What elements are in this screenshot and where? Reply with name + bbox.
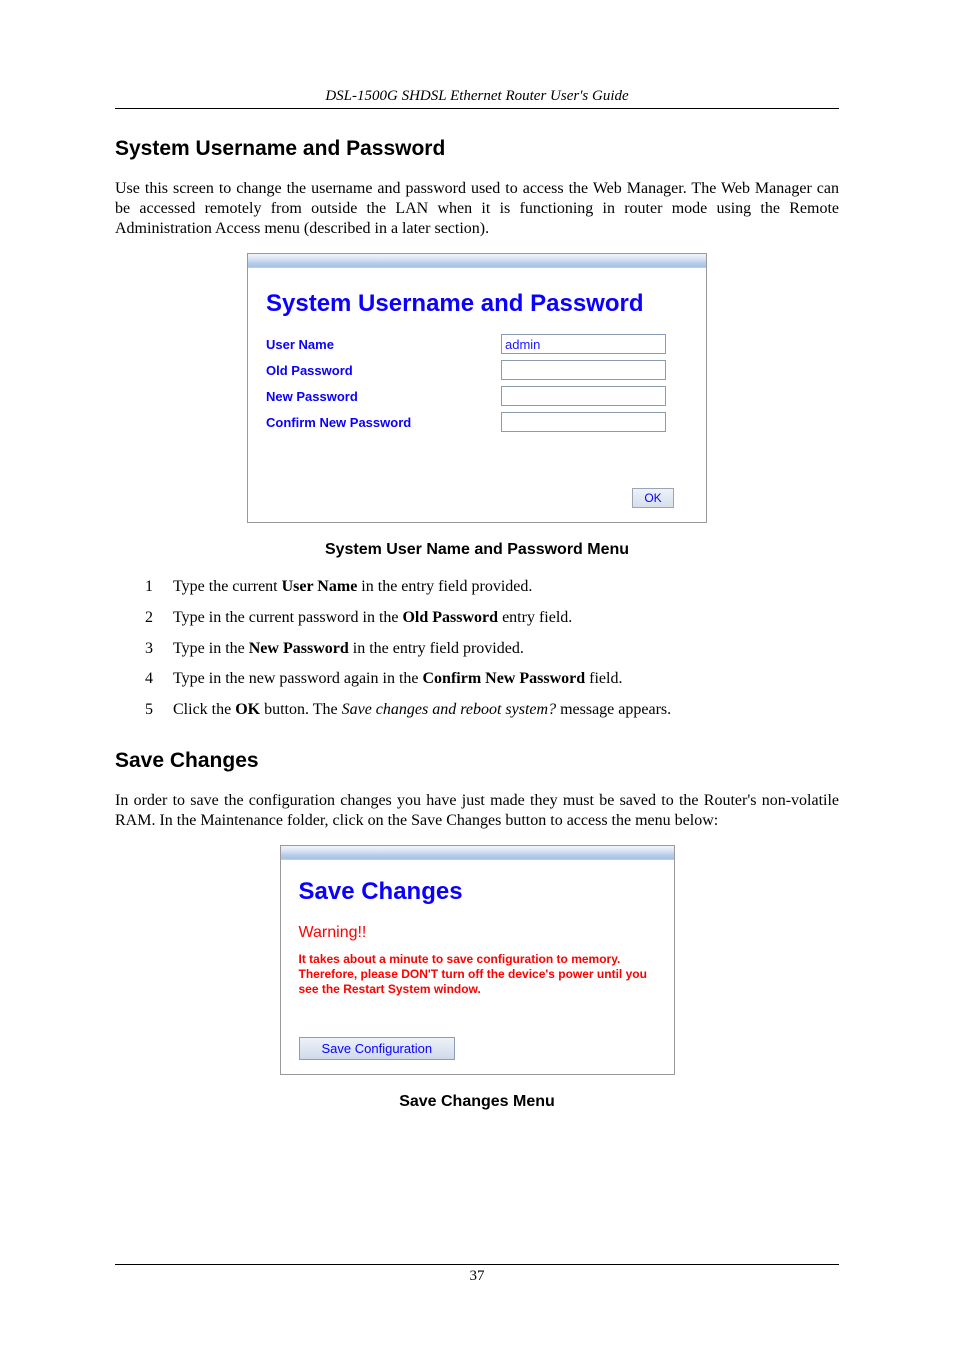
header-rule bbox=[115, 108, 839, 109]
t: entry field. bbox=[498, 609, 572, 626]
page-number: 37 bbox=[115, 1268, 839, 1285]
t-bold: New Password bbox=[249, 640, 349, 657]
step-2: 2 Type in the current password in the Ol… bbox=[145, 608, 839, 629]
label-new-password: New Password bbox=[266, 389, 501, 404]
t-bold: User Name bbox=[282, 578, 358, 595]
ok-button[interactable]: OK bbox=[632, 488, 674, 508]
t-ital: Save changes and reboot system? bbox=[342, 701, 556, 718]
step-num: 4 bbox=[145, 669, 173, 690]
t: field. bbox=[585, 670, 622, 687]
screenshot-topbar bbox=[281, 846, 674, 860]
label-username: User Name bbox=[266, 337, 501, 352]
save-changes-screenshot: Save Changes Warning!! It takes about a … bbox=[280, 845, 675, 1075]
warning-body: It takes about a minute to save configur… bbox=[299, 952, 656, 997]
shot2-caption: Save Changes Menu bbox=[115, 1093, 839, 1111]
t: Type the current bbox=[173, 578, 282, 595]
footer-rule bbox=[115, 1264, 839, 1265]
step-text: Click the OK button. The Save changes an… bbox=[173, 700, 671, 721]
t: button. The bbox=[260, 701, 341, 718]
t: Type in the new password again in the bbox=[173, 670, 422, 687]
input-confirm-password[interactable] bbox=[501, 412, 666, 432]
step-text: Type in the New Password in the entry fi… bbox=[173, 639, 524, 660]
step-text: Type the current User Name in the entry … bbox=[173, 577, 532, 598]
row-old-password: Old Password bbox=[266, 360, 688, 380]
step-4: 4 Type in the new password again in the … bbox=[145, 669, 839, 690]
step-text: Type in the new password again in the Co… bbox=[173, 669, 622, 690]
step-num: 5 bbox=[145, 700, 173, 721]
step-num: 3 bbox=[145, 639, 173, 660]
row-username: User Name bbox=[266, 334, 688, 354]
step-num: 2 bbox=[145, 608, 173, 629]
t: Click the bbox=[173, 701, 235, 718]
step-5: 5 Click the OK button. The Save changes … bbox=[145, 700, 839, 721]
t: Type in the bbox=[173, 640, 249, 657]
label-confirm-password: Confirm New Password bbox=[266, 415, 501, 430]
step-3: 3 Type in the New Password in the entry … bbox=[145, 639, 839, 660]
username-password-screenshot: System Username and Password User Name O… bbox=[247, 253, 707, 523]
shot1-title: System Username and Password bbox=[266, 290, 688, 318]
t-bold: Old Password bbox=[402, 609, 498, 626]
t-bold: Confirm New Password bbox=[422, 670, 585, 687]
warning-title: Warning!! bbox=[299, 924, 656, 942]
t: in the entry field provided. bbox=[357, 578, 532, 595]
t: in the entry field provided. bbox=[349, 640, 524, 657]
input-old-password[interactable] bbox=[501, 360, 666, 380]
t: Type in the current password in the bbox=[173, 609, 402, 626]
input-username[interactable] bbox=[501, 334, 666, 354]
step-text: Type in the current password in the Old … bbox=[173, 608, 572, 629]
t-bold: OK bbox=[235, 701, 260, 718]
section1-intro: Use this screen to change the username a… bbox=[115, 179, 839, 239]
step-num: 1 bbox=[145, 577, 173, 598]
section2-intro: In order to save the configuration chang… bbox=[115, 791, 839, 831]
footer: 37 bbox=[115, 1250, 839, 1285]
row-new-password: New Password bbox=[266, 386, 688, 406]
step-1: 1 Type the current User Name in the entr… bbox=[145, 577, 839, 598]
t: message appears. bbox=[556, 701, 671, 718]
section2-heading: Save Changes bbox=[115, 749, 839, 773]
row-confirm-password: Confirm New Password bbox=[266, 412, 688, 432]
input-new-password[interactable] bbox=[501, 386, 666, 406]
screenshot-topbar bbox=[248, 254, 706, 268]
shot2-title: Save Changes bbox=[299, 878, 656, 906]
header-title: DSL-1500G SHDSL Ethernet Router User's G… bbox=[115, 88, 839, 105]
section1-heading: System Username and Password bbox=[115, 137, 839, 161]
shot1-caption: System User Name and Password Menu bbox=[115, 541, 839, 559]
save-configuration-button[interactable]: Save Configuration bbox=[299, 1037, 456, 1060]
steps-list: 1 Type the current User Name in the entr… bbox=[115, 577, 839, 721]
label-old-password: Old Password bbox=[266, 363, 501, 378]
